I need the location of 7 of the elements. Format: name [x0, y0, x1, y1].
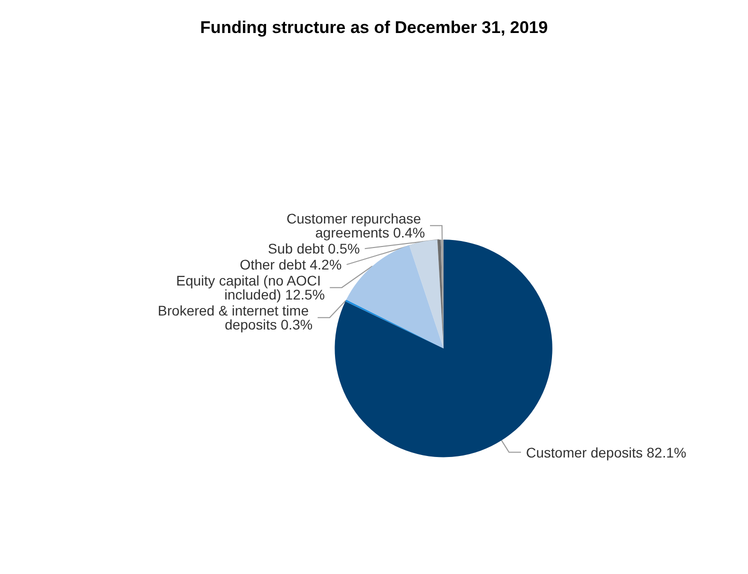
- slice-label: Sub debt 0.5%: [268, 240, 360, 257]
- chart-title: Funding structure as of December 31, 2019: [200, 18, 548, 37]
- slice-label: Brokered & internet time deposits 0.3%: [158, 302, 313, 333]
- slice-label: Equity capital (no AOCI included) 12.5%: [176, 272, 325, 303]
- slice-label: Other debt 4.2%: [240, 256, 342, 273]
- slice-label: Customer repurchase agreements 0.4%: [286, 210, 425, 241]
- slice-label: Customer deposits 82.1%: [526, 444, 686, 460]
